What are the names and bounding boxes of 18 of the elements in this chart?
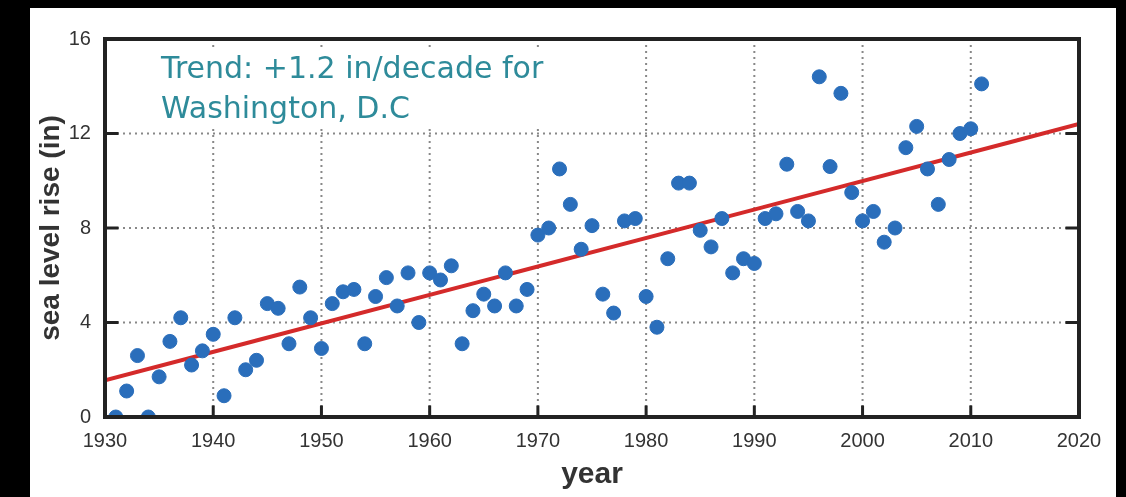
x-tick-label: 1960 [407, 428, 452, 451]
x-tick-label: 2010 [948, 428, 994, 451]
x-tick-label: 2000 [840, 428, 885, 451]
x-tick-label: 1970 [515, 428, 561, 451]
y-tick-label: 12 [68, 121, 91, 144]
y-tick-label: 4 [79, 310, 91, 333]
x-tick-label: 1990 [732, 428, 777, 451]
x-tick-label: 1950 [299, 428, 344, 451]
x-tick-label: 2020 [1056, 428, 1102, 451]
x-tick-label: 1930 [82, 428, 128, 451]
y-tick-label: 0 [79, 404, 91, 427]
x-tick-label: 1980 [623, 428, 669, 451]
x-axis-title: year [561, 456, 624, 490]
y-axis-title: sea level rise (in) [33, 115, 65, 341]
y-tick-label: 16 [68, 26, 91, 49]
annotation: Trend: +1.2 in/decade for Washington, D.C [155, 48, 587, 128]
x-tick-label: 1940 [190, 428, 236, 451]
y-tick-label: 8 [79, 215, 91, 238]
